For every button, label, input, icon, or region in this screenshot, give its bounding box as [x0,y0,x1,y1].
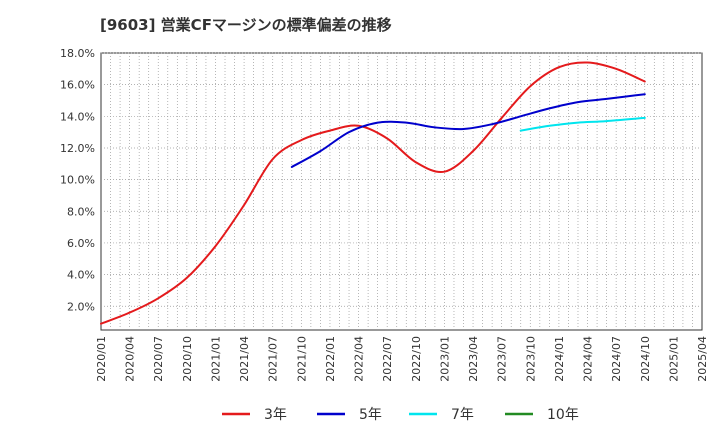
x-tick-label: 2024/01 [553,336,566,382]
y-tick-label: 8.0% [67,205,95,218]
series-lines [100,61,646,325]
x-tick-label: 2022/01 [324,336,337,382]
series-line-3 [519,116,646,132]
x-tick-label: 2020/01 [95,336,108,382]
legend-label: 5年 [359,407,382,423]
series-line-1 [100,61,646,325]
legend-label: 7年 [451,407,474,423]
x-tick-label: 2020/10 [181,336,194,382]
x-axis-ticks: 2020/01 2020/04 2020/07 2020/10 2021/01 2021/… [95,336,709,382]
x-tick-label: 2022/07 [381,336,394,382]
x-tick-label: 2021/04 [238,336,251,382]
x-tick-label: 2025/04 [696,336,709,382]
x-tick-label: 2020/07 [152,336,165,382]
x-tick-label: 2023/04 [467,336,480,382]
y-axis-ticks: 2.0% 4.0% 6.0% 8.0% 10.0% 12.0% 14.0% 16.0% 18.0… [60,47,95,313]
grid-lines [101,52,702,330]
x-tick-label: 2024/04 [582,336,595,382]
y-tick-label: 6.0% [67,237,95,250]
x-tick-label: 2021/01 [209,336,222,382]
x-tick-label: 2023/10 [524,336,537,382]
series-line-2 [290,93,646,168]
y-tick-label: 4.0% [67,269,95,282]
y-tick-label: 16.0% [60,79,95,92]
x-tick-label: 2023/01 [438,336,451,382]
chart-title: [9603] 営業CFマージンの標準偏差の推移 [100,16,392,34]
legend-label: 10年 [547,407,579,423]
x-tick-label: 2024/07 [610,336,623,382]
legend: 3年 5年 7年 10年 [222,407,579,423]
y-tick-label: 2.0% [67,300,95,313]
y-tick-label: 10.0% [60,174,95,187]
y-tick-label: 18.0% [60,47,95,60]
x-tick-label: 2022/04 [353,336,366,382]
plot-area [100,52,703,331]
y-tick-label: 12.0% [60,142,95,155]
x-tick-label: 2020/04 [124,336,137,382]
x-tick-label: 2023/07 [496,336,509,382]
x-tick-label: 2025/01 [667,336,680,382]
legend-label: 3年 [264,407,287,423]
x-tick-label: 2024/10 [639,336,652,382]
x-tick-label: 2021/10 [295,336,308,382]
x-tick-label: 2022/10 [410,336,423,382]
y-tick-label: 14.0% [60,110,95,123]
x-tick-label: 2021/07 [267,336,280,382]
